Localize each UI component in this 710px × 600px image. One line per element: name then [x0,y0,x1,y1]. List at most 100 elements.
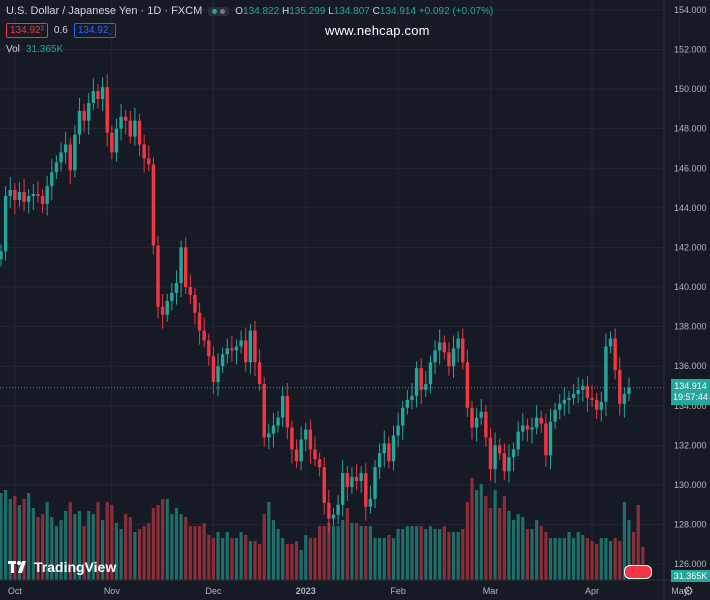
volume-bar [373,538,377,580]
volume-bar [456,532,460,580]
candle-body [451,348,456,367]
candle-body [484,411,488,438]
volume-bar [257,544,262,580]
volume-bar [428,526,433,580]
price-tick-label: 130.000 [674,480,707,490]
candle-body [419,368,423,390]
time-tick-label: Dec [205,586,222,596]
candle-body [327,502,331,519]
candle-body [410,395,414,400]
chart-grid [0,0,681,580]
candle-body [322,467,326,503]
candle-body [63,144,68,153]
time-tick-label: Oct [8,586,23,596]
volume-bar [396,529,400,580]
candle-body [428,362,433,385]
volume-bar [475,490,479,580]
candle-body [331,514,336,519]
volume-bar [571,538,576,580]
candle-body [576,389,580,394]
volume-bar [276,529,280,580]
bar-countdown: 19:57:44 [672,392,709,402]
volume-bar [290,544,294,580]
last-price-value: 134.914 [674,381,707,391]
sell-price-button[interactable]: 134.92² [6,23,48,38]
price-tick-label: 154.000 [674,5,707,15]
volume-bar [114,523,119,580]
events-flag-icon[interactable] [624,565,652,579]
volume-bar [170,514,174,580]
volume-bar [382,538,386,580]
volume-bar [433,529,437,580]
candle-body [317,459,322,468]
price-tick-label: 152.000 [674,44,707,54]
candle-body [285,395,289,428]
candle-body [530,427,534,430]
volume-bar [414,526,419,580]
candle-body [13,190,17,200]
volume-bar [64,511,68,580]
candle-body [197,312,202,331]
buy-price-button[interactable]: 134.92¸ [73,23,116,38]
volume-bar [124,514,128,580]
candle-body [299,439,303,462]
candle-body [234,346,239,351]
candle-body [479,411,483,418]
volume-bar [548,538,553,580]
candle-body [280,395,285,418]
volume-bar [313,538,317,580]
volume-bar [424,529,428,580]
candle-body [262,384,266,438]
symbol-header: U.S. Dollar / Japanese Yen · 1D · FXCM O… [6,5,493,17]
price-tick-label: 142.000 [674,242,707,252]
volume-bar [604,538,608,580]
volume-bar [567,532,571,580]
volume-bar [318,526,322,580]
candle-body [627,387,631,394]
candle-body [525,425,530,430]
candle-body [562,399,567,404]
candle-body [387,443,391,462]
volume-bar [502,496,506,580]
candle-body [45,186,49,204]
candle-body [211,356,216,383]
volume-bar [585,538,590,580]
volume-label: Vol [6,44,20,55]
volume-bar [488,508,493,580]
candle-body [424,384,428,390]
symbol-title[interactable]: U.S. Dollar / Japanese Yen · 1D · FXCM [6,5,203,17]
time-axis: OctNovDec2023FebMarAprMay22 [0,579,710,596]
candle-body [22,192,26,202]
volume-bar [359,526,363,580]
volume-bar [253,541,257,580]
gear-icon[interactable]: ⚙ [683,584,694,598]
volume-bar [73,514,77,580]
volume-bar [530,529,534,580]
time-tick-label: May [671,586,689,596]
volume-bar [230,538,234,580]
candle-body [147,158,151,165]
candle-body [31,193,36,196]
candle-body [220,354,225,367]
candle-body [604,346,608,402]
volume-bar [336,526,340,580]
candle-body [553,409,557,422]
tradingview-logo[interactable]: TradingView [8,559,116,575]
price-tick-label: 140.000 [674,282,707,292]
volume-bar [142,526,146,580]
volume-bar [535,520,539,580]
volume-bar [595,544,599,580]
candle-body [516,431,520,450]
volume-bar [193,526,197,580]
volume-bar [31,508,35,580]
market-status[interactable] [208,6,230,16]
volume-bar [119,529,123,580]
candle-body [396,425,400,436]
candle-body [294,449,299,462]
volume-legend[interactable]: Vol 31.365K [6,44,63,55]
volume-bar [553,538,557,580]
volume-bar [36,517,40,580]
volume-bar [27,493,31,580]
volume-bar [341,520,345,580]
